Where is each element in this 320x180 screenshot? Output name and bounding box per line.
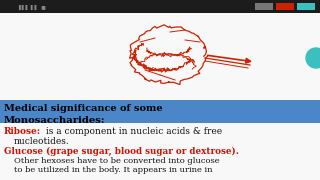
Text: Monosaccharides:: Monosaccharides: — [4, 116, 106, 125]
Text: nucleotides.: nucleotides. — [14, 136, 70, 145]
Circle shape — [306, 48, 320, 68]
Text: Ribose:: Ribose: — [4, 127, 41, 136]
Bar — [0, 0, 320, 13]
Text: to be utilized in the body. It appears in urine in: to be utilized in the body. It appears i… — [14, 166, 212, 174]
Bar — [0, 13, 320, 103]
Bar — [0, 100, 320, 123]
Bar — [297, 3, 315, 10]
Bar — [276, 3, 294, 10]
Text: Other hexoses have to be converted into glucose: Other hexoses have to be converted into … — [14, 157, 220, 165]
Text: ▌▌▌ ▌▌  ■: ▌▌▌ ▌▌ ■ — [18, 4, 46, 10]
Text: Glucose (grape sugar, blood sugar or dextrose).: Glucose (grape sugar, blood sugar or dex… — [4, 146, 239, 156]
Bar — [255, 3, 273, 10]
Text: is a component in nucleic acids & free: is a component in nucleic acids & free — [43, 127, 222, 136]
Bar — [0, 123, 320, 180]
Text: Medical significance of some: Medical significance of some — [4, 103, 163, 112]
